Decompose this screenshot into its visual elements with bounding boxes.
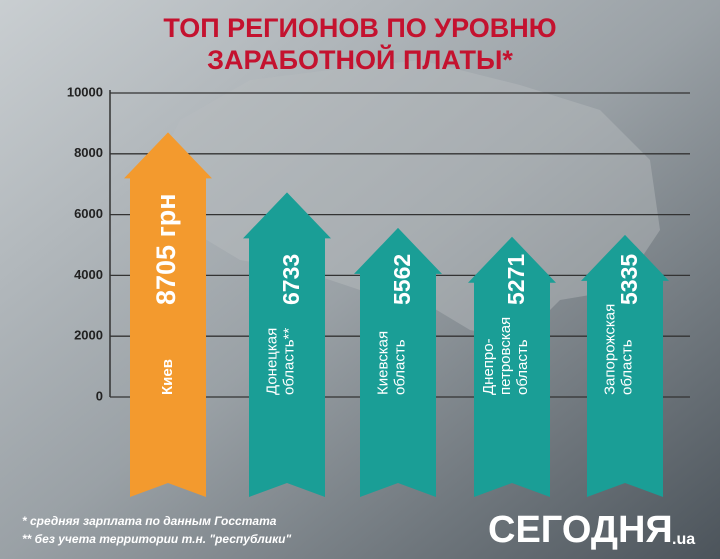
category-label: Донецкаяобласть**: [263, 328, 297, 395]
y-tick-label: 0: [96, 388, 103, 403]
arrow-bar: [124, 132, 212, 498]
category-label: Киевскаяобласть: [374, 331, 408, 395]
value-label: 5271: [503, 254, 529, 305]
footnote: * средняя зарплата по данным Госстата: [22, 514, 277, 528]
y-tick-label: 4000: [74, 267, 103, 282]
plot-area: 0 2000 4000 6000 8000 10000 8705 грн Киев 6733 До…: [67, 84, 690, 498]
arrow-bar: [468, 236, 556, 497]
value-label: 8705 грн: [151, 193, 181, 305]
category-label: Киев: [159, 359, 176, 395]
chart-title: ЗАРАБОТНОЙ ПЛАТЫ*: [207, 44, 513, 75]
logo: СЕГОДНЯ: [488, 509, 673, 551]
y-tick-label: 6000: [74, 206, 103, 221]
y-tick-label: 8000: [74, 145, 103, 160]
value-label: 5562: [389, 254, 415, 305]
y-tick-label: 10000: [67, 84, 103, 99]
category-label: Днепро-петровскаяобласть: [480, 317, 531, 395]
footnote: ** без учета территории т.н. "республики…: [22, 532, 292, 546]
category-label: Запорожскаяобласть: [601, 304, 635, 395]
arrow-bar: [243, 192, 331, 497]
y-tick-label: 2000: [74, 328, 103, 343]
chart-title: ТОП РЕГИОНОВ ПО УРОВНЮ: [163, 13, 556, 43]
arrow-bar: [581, 234, 669, 498]
logo-suffix: .ua: [672, 531, 695, 548]
arrow-bar: [354, 227, 442, 497]
value-label: 5335: [616, 254, 642, 305]
value-label: 6733: [278, 254, 304, 305]
